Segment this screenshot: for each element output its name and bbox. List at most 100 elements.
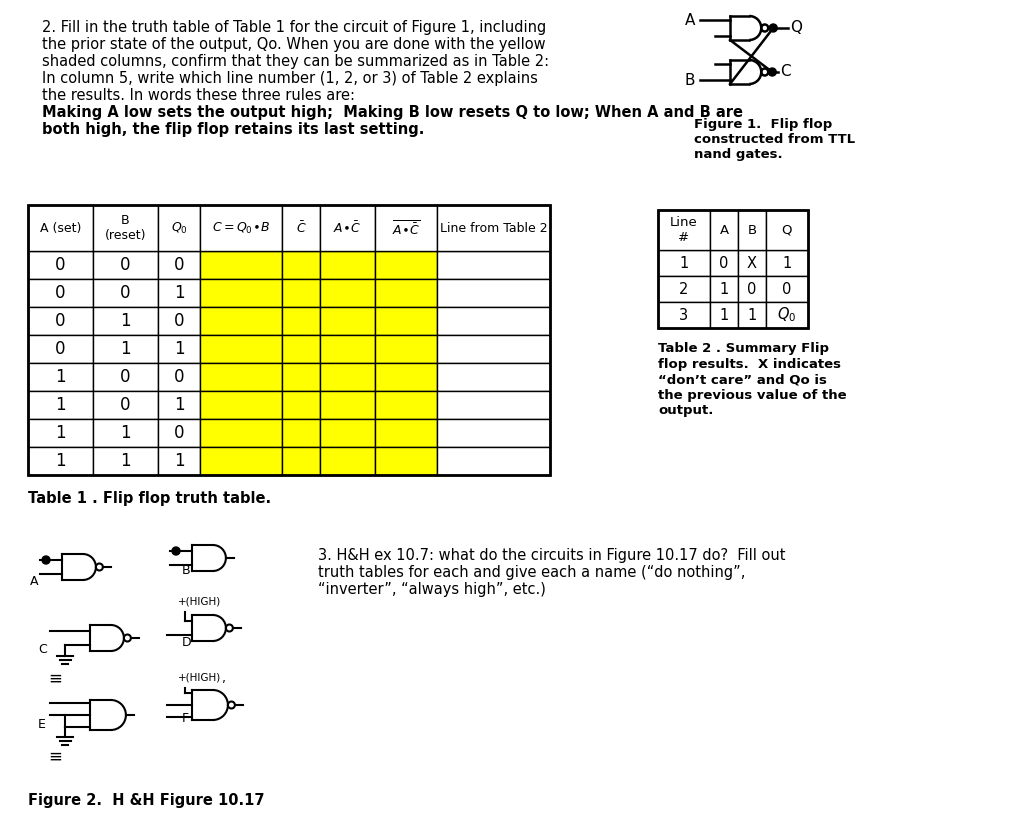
Text: 0: 0 [55, 284, 66, 302]
Bar [282, 307, 319, 335]
Bar [28, 307, 93, 335]
Bar [200, 307, 282, 335]
Text: 2: 2 [679, 282, 689, 297]
Text: B: B [684, 72, 695, 87]
Text: 3: 3 [680, 307, 688, 322]
Text: In column 5, write which line number (1, 2, or 3) of Table 2 explains: In column 5, write which line number (1,… [42, 71, 538, 86]
Bar [437, 363, 550, 391]
Bar [200, 335, 282, 363]
Bar [437, 251, 550, 279]
Text: “don’t care” and Qo is: “don’t care” and Qo is [658, 373, 826, 386]
Text: 2. Fill in the truth table of Table 1 for the circuit of Figure 1, including: 2. Fill in the truth table of Table 1 fo… [42, 20, 546, 35]
Bar [375, 447, 437, 475]
Text: $\overline{A\!\bullet\!\bar{C}}$: $\overline{A\!\bullet\!\bar{C}}$ [392, 219, 420, 237]
Bar [93, 307, 158, 335]
Text: output.: output. [658, 404, 714, 417]
Text: C: C [780, 63, 791, 78]
Bar [93, 447, 158, 475]
Bar [437, 335, 550, 363]
Text: 0: 0 [174, 312, 184, 330]
Text: truth tables for each and give each a name (“do nothing”,: truth tables for each and give each a na… [318, 565, 745, 580]
Text: 1: 1 [174, 452, 184, 470]
Bar [158, 335, 200, 363]
Bar [200, 279, 282, 307]
Bar [319, 419, 375, 447]
Text: 1: 1 [120, 312, 131, 330]
Text: 0: 0 [174, 424, 184, 442]
Bar [437, 205, 550, 251]
Bar [200, 391, 282, 419]
Text: +(HIGH): +(HIGH) [178, 596, 221, 606]
Bar [282, 447, 319, 475]
Bar [93, 279, 158, 307]
Bar [319, 391, 375, 419]
Text: 1: 1 [748, 307, 757, 322]
Text: both high, the flip flop retains its last setting.: both high, the flip flop retains its las… [42, 122, 424, 137]
Bar [319, 447, 375, 475]
Bar [658, 250, 710, 276]
Text: B
(reset): B (reset) [104, 214, 146, 242]
Bar [437, 307, 550, 335]
Text: 1: 1 [720, 307, 729, 322]
Text: E: E [38, 718, 46, 731]
Circle shape [768, 68, 776, 76]
Bar [658, 276, 710, 302]
Bar [93, 251, 158, 279]
Circle shape [769, 24, 777, 32]
Bar [28, 251, 93, 279]
Text: 0: 0 [55, 340, 66, 358]
Text: 0: 0 [120, 284, 131, 302]
Bar [28, 447, 93, 475]
Text: 1: 1 [120, 452, 131, 470]
Bar [375, 335, 437, 363]
Text: A (set): A (set) [40, 222, 81, 235]
Bar [766, 250, 808, 276]
Text: F: F [182, 712, 189, 725]
Bar [319, 205, 375, 251]
Bar [738, 302, 766, 328]
Bar [766, 302, 808, 328]
Bar [319, 307, 375, 335]
Bar [28, 205, 550, 475]
Bar [28, 391, 93, 419]
Bar [158, 205, 200, 251]
Bar [28, 279, 93, 307]
Text: “inverter”, “always high”, etc.): “inverter”, “always high”, etc.) [318, 582, 546, 597]
Text: Table 1 . Flip flop truth table.: Table 1 . Flip flop truth table. [28, 491, 271, 506]
Bar [28, 205, 93, 251]
Bar [766, 276, 808, 302]
Bar [282, 363, 319, 391]
Bar [200, 363, 282, 391]
Bar [710, 302, 738, 328]
Text: $Q_0$: $Q_0$ [171, 221, 187, 236]
Text: flop results.  X indicates: flop results. X indicates [658, 357, 841, 371]
Bar [319, 279, 375, 307]
Text: 0: 0 [174, 368, 184, 386]
Text: 0: 0 [55, 312, 66, 330]
Text: 0: 0 [120, 368, 131, 386]
Bar [319, 363, 375, 391]
Bar [158, 279, 200, 307]
Bar [375, 391, 437, 419]
Text: $\bar{C}$: $\bar{C}$ [296, 220, 306, 236]
Text: B: B [182, 564, 190, 577]
Text: +(HIGH): +(HIGH) [178, 672, 221, 682]
Text: X: X [746, 256, 757, 271]
Text: A: A [30, 575, 39, 588]
Bar [28, 335, 93, 363]
Bar [437, 279, 550, 307]
Bar [200, 447, 282, 475]
Bar [282, 251, 319, 279]
Text: Line from Table 2: Line from Table 2 [439, 222, 547, 235]
Text: 1: 1 [120, 340, 131, 358]
Text: Q: Q [791, 19, 802, 34]
Bar [375, 363, 437, 391]
Bar [766, 210, 808, 250]
Bar [375, 419, 437, 447]
Bar [375, 279, 437, 307]
Bar [158, 251, 200, 279]
Text: 1: 1 [55, 396, 66, 414]
Text: ,: , [222, 672, 226, 685]
Text: $C = Q_0\!\bullet\!B$: $C = Q_0\!\bullet\!B$ [212, 221, 270, 236]
Bar [282, 279, 319, 307]
